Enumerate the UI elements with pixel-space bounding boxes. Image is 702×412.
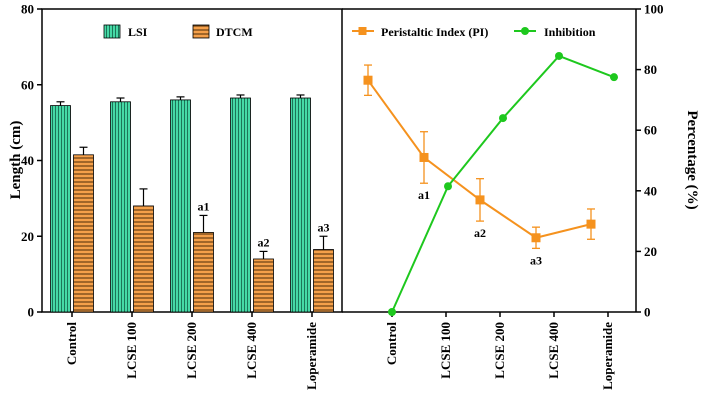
bar-dtcm-lcse-400 xyxy=(253,258,274,313)
annotation-line-lcse-200: a2 xyxy=(474,226,486,240)
series-line-inhibition xyxy=(391,54,615,313)
left-y-axis-title: Length (cm) xyxy=(8,121,24,200)
left-y-tick-label: 40 xyxy=(21,153,34,168)
point-peristaltic-index-pi-lcse-400 xyxy=(531,233,541,243)
bar-legend: LSI DTCM xyxy=(103,24,253,39)
legend-label-inhibition: Inhibition xyxy=(544,25,596,39)
annotation-line-lcse-100: a1 xyxy=(418,188,430,202)
annotation-bar-lcse-200: a1 xyxy=(198,199,210,213)
legend-swatch-dtcm xyxy=(192,24,210,39)
annotation-line-lcse-400: a3 xyxy=(530,253,542,267)
left-x-tick-label: LCSE 200 xyxy=(184,322,199,379)
annotation-bar-lcse-400: a2 xyxy=(258,235,270,249)
left-x-tick-label: LCSE 100 xyxy=(124,322,139,379)
point-inhibition-lcse-400 xyxy=(555,51,563,60)
legend-label-dtcm: DTCM xyxy=(216,25,253,39)
bar-lsi-control xyxy=(50,105,71,313)
bar-lsi-loperamide xyxy=(290,97,311,313)
line-chart-panel: 0 20 40 60 80 100 Control LCSE 100 LCSE 200 LCSE … xyxy=(342,2,700,390)
left-x-tick-label: Loperamide xyxy=(304,322,319,390)
point-peristaltic-index-pi-lcse-200 xyxy=(475,195,485,205)
right-y-tick-label: 80 xyxy=(644,62,657,77)
point-inhibition-loperamide xyxy=(610,73,618,82)
line-legend: Peristaltic Index (PI) Inhibition xyxy=(352,25,596,39)
legend-label-pi: Peristaltic Index (PI) xyxy=(381,25,488,39)
right-y-tick-label: 20 xyxy=(644,244,657,259)
left-y-tick-label: 60 xyxy=(21,77,34,92)
left-x-tick-label: Control xyxy=(64,322,79,365)
point-peristaltic-index-pi-control xyxy=(363,75,373,85)
point-inhibition-lcse-100 xyxy=(444,182,452,191)
legend-swatch-lsi xyxy=(103,24,121,39)
point-inhibition-lcse-200 xyxy=(499,114,507,123)
line-plot-area: 0 20 40 60 80 100 Control LCSE 100 LCSE 200 LCSE … xyxy=(342,2,664,390)
right-x-tick-label: Loperamide xyxy=(600,322,615,390)
legend-marker-pi xyxy=(358,27,367,35)
bar-lsi-lcse-200 xyxy=(170,99,191,313)
bar-chart-panel: 0 20 40 60 80 Control LCSE 100 LCSE 200 LCSE 400… xyxy=(8,2,343,390)
point-peristaltic-index-pi-lcse-100 xyxy=(419,152,429,162)
right-y-tick-label: 100 xyxy=(644,2,664,17)
right-y-axis-title: Percentage (%) xyxy=(684,110,700,209)
point-inhibition-control xyxy=(388,308,396,316)
left-y-tick-label: 20 xyxy=(21,229,34,244)
bar-dtcm-control xyxy=(73,154,94,313)
bar-lsi-lcse-400 xyxy=(230,97,251,313)
right-x-tick-label: LCSE 400 xyxy=(546,322,561,379)
legend-label-lsi: LSI xyxy=(128,25,148,39)
legend-marker-inhibition xyxy=(521,27,529,35)
left-y-tick-label: 0 xyxy=(28,305,35,320)
right-y-tick-label: 0 xyxy=(644,305,651,320)
bar-dtcm-lcse-200 xyxy=(193,232,214,313)
bar-lsi-lcse-100 xyxy=(110,101,131,313)
bar-plot-area: 0 20 40 60 80 Control LCSE 100 LCSE 200 LCSE 400… xyxy=(21,2,343,390)
left-x-tick-label: LCSE 400 xyxy=(244,322,259,379)
right-y-tick-label: 40 xyxy=(644,183,657,198)
point-peristaltic-index-pi-loperamide xyxy=(586,219,596,229)
right-y-tick-label: 60 xyxy=(644,123,657,138)
right-x-tick-label: LCSE 200 xyxy=(492,322,507,379)
bar-dtcm-lcse-100 xyxy=(133,205,154,313)
left-y-tick-label: 80 xyxy=(21,2,34,17)
annotation-bar-loperamide: a3 xyxy=(318,220,330,234)
bar-dtcm-loperamide xyxy=(313,249,334,313)
right-x-tick-label: LCSE 100 xyxy=(438,322,453,379)
right-x-tick-label: Control xyxy=(384,322,399,365)
